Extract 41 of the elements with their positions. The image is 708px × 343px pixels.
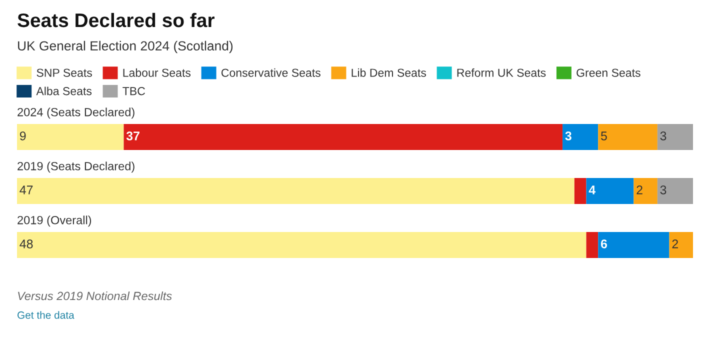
legend-label: TBC: [122, 87, 145, 96]
legend-label: Conservative Seats: [221, 68, 320, 77]
bar: [598, 124, 658, 150]
data-label: 3: [565, 132, 572, 140]
bar: [17, 124, 124, 150]
bar: [669, 232, 693, 258]
text: Get the data: [18, 311, 74, 319]
bar: [17, 232, 586, 258]
data-label: 6: [600, 240, 607, 248]
data-label: 47: [20, 186, 33, 194]
legend-label: Reform UK Seats: [457, 68, 546, 77]
chart-title: Seats Declared so far: [18, 12, 214, 28]
bar: [657, 178, 693, 204]
y-tick-label: 2019 (Overall): [18, 216, 92, 227]
bar: [562, 124, 598, 150]
data-label: 37: [126, 132, 140, 140]
legend-label: Labour Seats: [123, 68, 191, 77]
legend-label: Green Seats: [576, 68, 640, 77]
legend-label: Lib Dem Seats: [352, 68, 426, 77]
bar: [634, 178, 658, 204]
text: Versus 2019 Notional Results: [18, 291, 172, 300]
bar: [598, 232, 670, 258]
data-label: 4: [588, 186, 596, 194]
data-label: 2: [636, 186, 642, 194]
legend-label: SNP Seats: [36, 68, 92, 77]
legend-label: Alba Seats: [36, 86, 92, 96]
y-tick-label: 2024 (Seats Declared): [18, 108, 134, 119]
chart-subtitle: UK General Election 2024 (Scotland): [18, 40, 233, 54]
data-label: 3: [660, 186, 666, 194]
y-tick-label: 2019 (Seats Declared): [18, 162, 134, 173]
bar: [124, 124, 563, 150]
bar: [586, 178, 634, 204]
bar: [586, 232, 598, 258]
bar: [574, 178, 586, 204]
data-label: 9: [20, 132, 26, 140]
bar: [657, 124, 693, 150]
bar: [17, 178, 574, 204]
data-label: 48: [20, 240, 33, 248]
data-label: 5: [600, 132, 607, 140]
data-label: 3: [660, 132, 666, 140]
data-label: 2: [672, 240, 678, 248]
